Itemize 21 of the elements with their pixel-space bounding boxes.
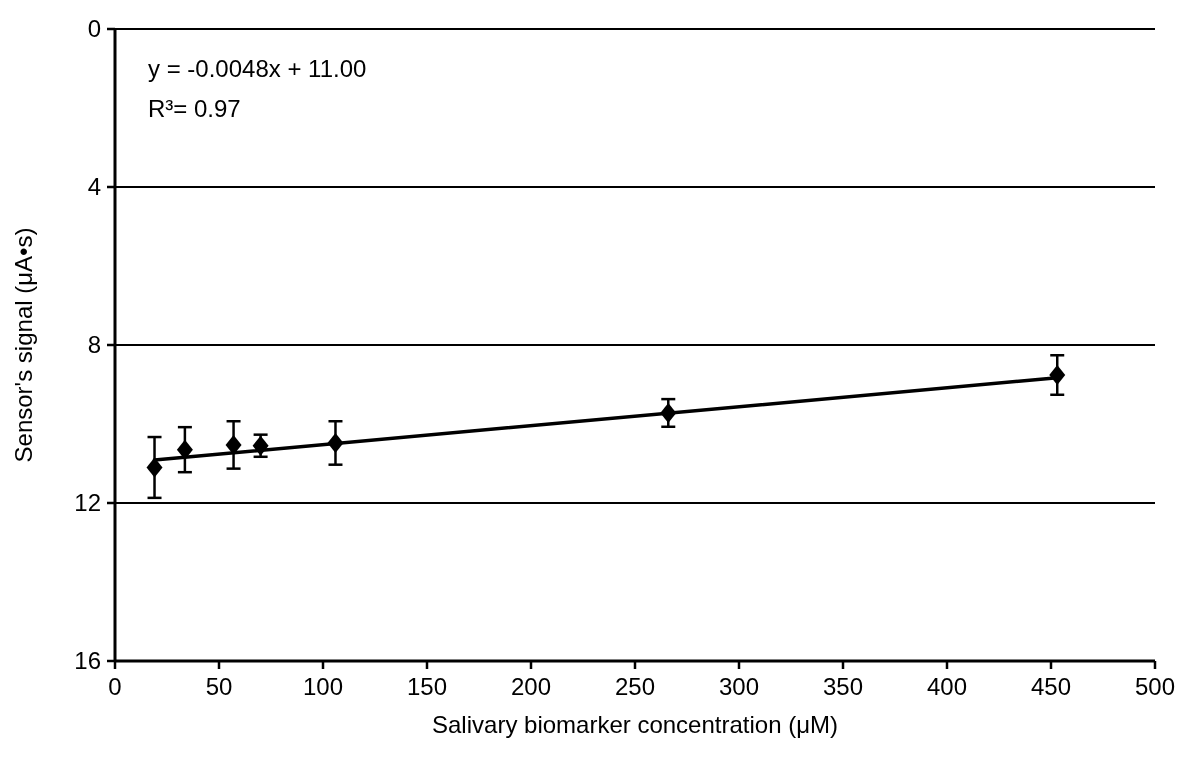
x-tick-label: 250 bbox=[614, 673, 656, 700]
point bbox=[146, 457, 163, 478]
annotation: R³= 0.97 bbox=[148, 95, 241, 122]
x-tick-label: 150 bbox=[406, 673, 448, 700]
x-tick-label: 50 bbox=[205, 673, 233, 700]
x-tick-label: 0 bbox=[108, 673, 122, 700]
y-tick-label: 8 bbox=[87, 331, 101, 359]
y-tick-label: 12 bbox=[74, 489, 101, 517]
x-tick-label: 100 bbox=[302, 673, 344, 700]
x-tick-label: 200 bbox=[510, 673, 552, 700]
x-tick-label: 400 bbox=[926, 673, 968, 700]
x-tick-label: 450 bbox=[1030, 673, 1072, 700]
x-axis-title: Salivary biomarker concentration (μM) bbox=[432, 711, 838, 738]
x-tick-label: 300 bbox=[718, 673, 760, 700]
y-tick-label: 0 bbox=[87, 15, 101, 43]
y-tick-label: 16 bbox=[74, 647, 101, 675]
y-axis-title: Sensor's signal (μA•s) bbox=[10, 227, 37, 463]
annotation: y = -0.0048x + 11.00 bbox=[148, 55, 367, 82]
x-tick-label: 350 bbox=[822, 673, 864, 700]
y-tick-label: 4 bbox=[87, 173, 101, 201]
x-tick-label: 500 bbox=[1134, 673, 1176, 700]
